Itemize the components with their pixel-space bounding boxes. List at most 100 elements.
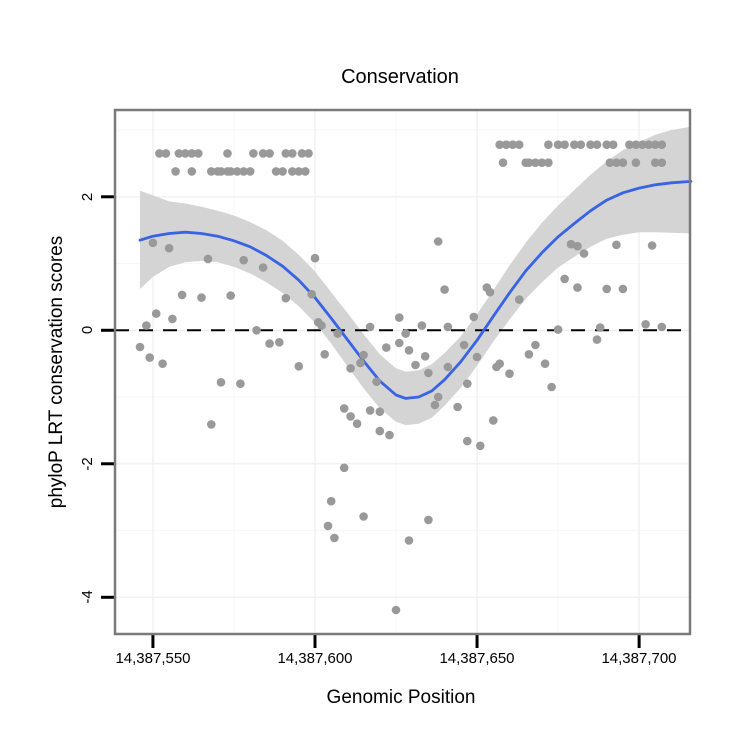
data-point xyxy=(417,321,427,330)
data-point xyxy=(297,149,307,158)
y-tick-label-1: 0 xyxy=(79,326,96,334)
data-point xyxy=(547,382,556,392)
data-point xyxy=(216,167,226,176)
data-point xyxy=(207,420,216,429)
confidence-band xyxy=(140,126,691,426)
data-point xyxy=(404,346,414,355)
data-point xyxy=(531,340,540,350)
data-point xyxy=(625,140,634,149)
data-point xyxy=(187,149,197,158)
data-point xyxy=(385,430,394,440)
data-point xyxy=(544,140,553,149)
data-point xyxy=(375,426,385,436)
data-point xyxy=(294,362,304,371)
data-point xyxy=(433,237,443,246)
data-point xyxy=(657,322,667,332)
data-point xyxy=(161,149,171,158)
data-point xyxy=(430,400,440,410)
data-point xyxy=(657,140,667,149)
data-point xyxy=(171,167,180,176)
data-point xyxy=(540,359,550,369)
data-point xyxy=(145,353,154,362)
data-point xyxy=(391,605,401,615)
data-point xyxy=(537,158,547,167)
y-tick-label-0: 2 xyxy=(79,193,96,201)
data-point xyxy=(495,359,505,369)
data-point xyxy=(281,293,291,303)
data-point xyxy=(531,158,540,167)
data-point xyxy=(498,158,508,167)
data-point xyxy=(333,329,343,338)
y-tick-label-2: -2 xyxy=(79,457,96,470)
data-point xyxy=(553,140,563,149)
data-point xyxy=(544,158,553,167)
data-point xyxy=(304,149,313,158)
data-point xyxy=(265,149,274,158)
data-point xyxy=(207,167,216,176)
data-point xyxy=(239,167,248,176)
data-point xyxy=(135,342,145,352)
data-point xyxy=(382,343,391,352)
data-point xyxy=(151,309,161,318)
data-point xyxy=(605,158,615,167)
data-point xyxy=(560,274,569,284)
x-tick-label-1: 14,387,600 xyxy=(277,650,352,667)
data-point xyxy=(197,293,206,302)
data-point xyxy=(576,140,586,149)
data-point xyxy=(592,140,602,149)
data-point xyxy=(320,350,330,359)
data-point xyxy=(472,352,482,362)
data-point xyxy=(395,338,404,348)
chart-title: Conservation xyxy=(341,66,459,88)
data-point xyxy=(608,140,618,149)
smooth-curve-layer xyxy=(138,179,693,400)
data-point xyxy=(326,496,336,506)
panel-border xyxy=(113,108,692,636)
data-point xyxy=(524,350,534,359)
data-point xyxy=(395,313,404,322)
data-point xyxy=(375,407,385,417)
data-point xyxy=(495,140,505,149)
axis-ticks-layer xyxy=(101,195,641,648)
data-point xyxy=(638,140,647,149)
data-point xyxy=(602,140,611,149)
data-points-layer xyxy=(135,140,667,615)
data-point xyxy=(631,140,641,149)
data-point xyxy=(453,402,462,412)
data-point xyxy=(245,167,255,176)
data-point xyxy=(323,521,333,531)
x-tick-label-0: 14,387,550 xyxy=(115,650,190,667)
data-point xyxy=(339,404,349,413)
data-point xyxy=(281,149,291,158)
data-point xyxy=(187,167,197,176)
data-point xyxy=(271,167,281,176)
data-point xyxy=(310,253,320,263)
data-point xyxy=(278,167,287,176)
data-point xyxy=(647,241,657,250)
data-point xyxy=(223,149,232,158)
data-point xyxy=(644,140,654,149)
data-point xyxy=(339,463,349,473)
data-point xyxy=(249,149,258,158)
data-point xyxy=(501,140,511,149)
data-point xyxy=(612,240,621,250)
data-point xyxy=(631,158,641,167)
data-point xyxy=(618,284,628,294)
x-axis-title: Genomic Position xyxy=(327,687,476,708)
data-point xyxy=(232,167,242,176)
data-point xyxy=(443,322,453,332)
data-point xyxy=(258,263,268,272)
data-point xyxy=(294,167,304,176)
data-point xyxy=(203,254,213,264)
data-point xyxy=(657,158,667,167)
data-point xyxy=(352,419,362,429)
y-axis-title: phyloP LRT conservation scores xyxy=(46,236,67,509)
data-point xyxy=(514,140,524,149)
data-point xyxy=(476,441,485,451)
data-point xyxy=(148,238,158,248)
data-point xyxy=(570,140,579,149)
data-point xyxy=(524,158,534,167)
data-point xyxy=(346,364,355,373)
data-point xyxy=(592,335,602,344)
data-point xyxy=(252,326,261,335)
